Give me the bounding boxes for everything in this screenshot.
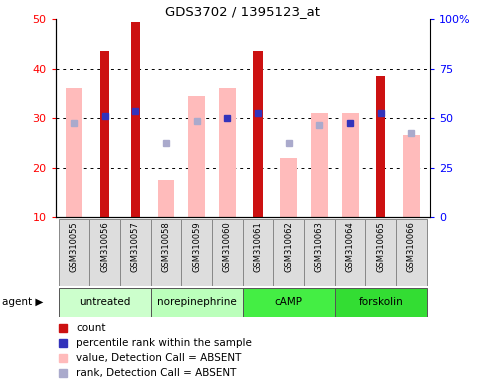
Text: rank, Detection Call = ABSENT: rank, Detection Call = ABSENT — [76, 368, 237, 378]
Bar — [188, 96, 205, 217]
Bar — [66, 88, 83, 217]
Bar — [335, 288, 427, 317]
Bar — [243, 288, 335, 317]
Text: GSM310064: GSM310064 — [346, 222, 355, 272]
Bar — [157, 180, 174, 217]
Bar — [58, 219, 89, 286]
Bar — [219, 88, 236, 217]
Text: GSM310056: GSM310056 — [100, 222, 109, 272]
Text: GSM310062: GSM310062 — [284, 222, 293, 272]
Bar — [403, 136, 420, 217]
Text: GSM310057: GSM310057 — [131, 222, 140, 272]
Bar — [100, 51, 109, 217]
Text: value, Detection Call = ABSENT: value, Detection Call = ABSENT — [76, 353, 242, 363]
Bar — [243, 219, 273, 286]
Text: GSM310058: GSM310058 — [161, 222, 170, 272]
Text: untreated: untreated — [79, 297, 130, 308]
Text: forskolin: forskolin — [358, 297, 403, 308]
Text: GSM310055: GSM310055 — [70, 222, 78, 272]
Bar — [120, 219, 151, 286]
Bar — [212, 219, 243, 286]
Text: GSM310063: GSM310063 — [315, 222, 324, 272]
Text: cAMP: cAMP — [275, 297, 303, 308]
Bar — [341, 113, 358, 217]
Bar — [254, 51, 263, 217]
Bar — [273, 219, 304, 286]
Bar — [151, 219, 181, 286]
Bar — [311, 113, 328, 217]
Bar — [151, 288, 243, 317]
Bar — [89, 219, 120, 286]
Bar — [181, 219, 212, 286]
Text: count: count — [76, 323, 106, 333]
Bar — [58, 288, 151, 317]
Bar — [131, 22, 140, 217]
Text: GSM310060: GSM310060 — [223, 222, 232, 272]
Bar — [366, 219, 396, 286]
Text: GSM310065: GSM310065 — [376, 222, 385, 272]
Text: percentile rank within the sample: percentile rank within the sample — [76, 338, 252, 348]
Text: GSM310061: GSM310061 — [254, 222, 263, 272]
Bar — [376, 76, 385, 217]
Bar — [304, 219, 335, 286]
Text: GSM310066: GSM310066 — [407, 222, 416, 272]
Bar — [335, 219, 366, 286]
Text: GSM310059: GSM310059 — [192, 222, 201, 272]
Bar — [396, 219, 427, 286]
Text: agent ▶: agent ▶ — [2, 297, 44, 308]
Bar — [280, 158, 297, 217]
Title: GDS3702 / 1395123_at: GDS3702 / 1395123_at — [165, 5, 320, 18]
Text: norepinephrine: norepinephrine — [157, 297, 237, 308]
